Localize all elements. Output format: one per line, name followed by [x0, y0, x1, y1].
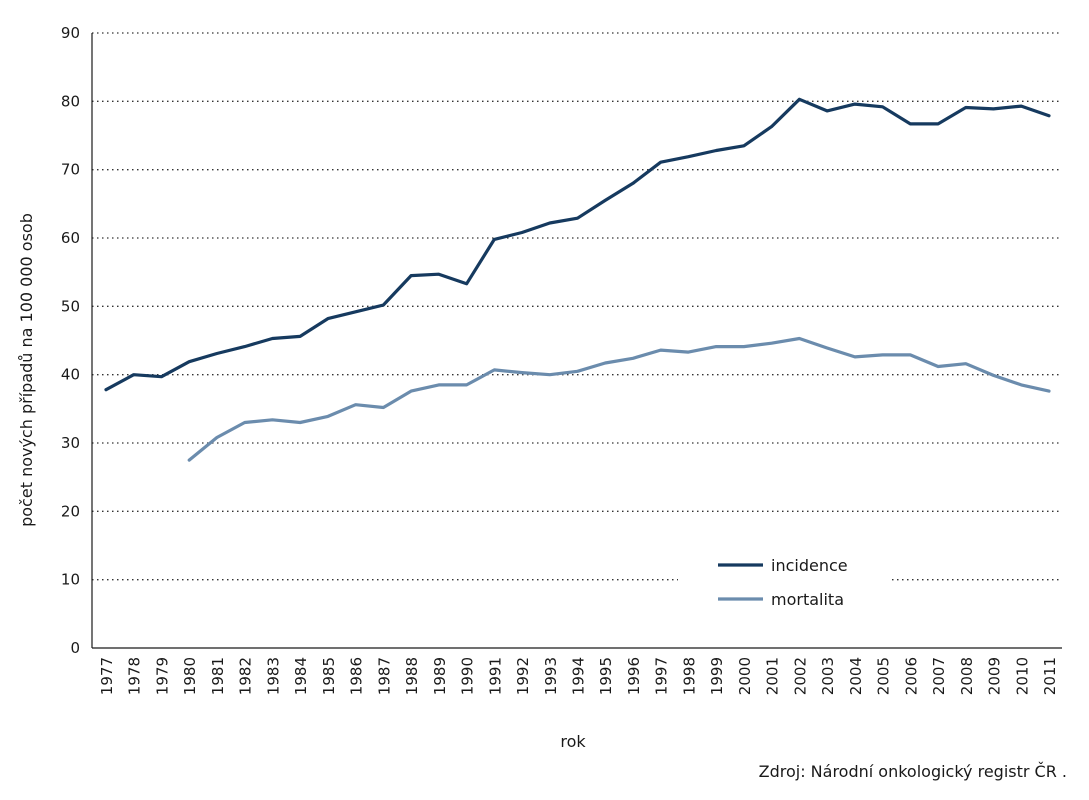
x-tick-label: 1985: [320, 657, 338, 695]
axes: [91, 33, 1062, 649]
legend: incidence mortalita: [678, 545, 890, 621]
x-tick-label: 1979: [153, 657, 171, 695]
x-tick-label: 1977: [98, 657, 116, 695]
legend-label-incidence: incidence: [771, 556, 848, 575]
x-tick-label: 1995: [597, 657, 615, 695]
x-tick-label: 1997: [653, 657, 671, 695]
x-axis-label: rok: [560, 732, 586, 751]
gridlines: [92, 32, 1062, 581]
x-tick-label: 1994: [570, 657, 588, 695]
series-line-incidence: [104, 97, 1051, 392]
x-tick-label: 1986: [348, 657, 366, 695]
x-tick-label: 2011: [1041, 657, 1059, 695]
x-tick-label: 2002: [791, 657, 809, 695]
legend-background: [678, 545, 890, 621]
x-tick-label: 1996: [625, 657, 643, 695]
x-tick-label: 1988: [403, 657, 421, 695]
x-tick-label: 2006: [902, 657, 920, 695]
y-tick-label: 90: [61, 24, 80, 42]
y-tick-label: 20: [61, 502, 80, 520]
x-tick-label: 1978: [126, 657, 144, 695]
x-tick-label: 1992: [514, 657, 532, 695]
x-tick-label: 2005: [875, 657, 893, 695]
x-tick-label: 1999: [708, 657, 726, 695]
y-tick-label: 10: [61, 571, 80, 589]
y-tick-label: 80: [61, 92, 80, 110]
x-tick-label: 1993: [542, 657, 560, 695]
series-lines: [104, 97, 1051, 462]
y-tick-label: 50: [61, 297, 80, 315]
x-tick-label: 1982: [237, 657, 255, 695]
x-tick-label: 1983: [264, 657, 282, 695]
x-tick-label: 2000: [736, 657, 754, 695]
x-tick-label: 1989: [431, 657, 449, 695]
x-tick-label: 2010: [1013, 657, 1031, 695]
source-note: Zdroj: Národní onkologický registr ČR .: [758, 762, 1067, 781]
y-tick-label: 70: [61, 161, 80, 179]
legend-label-mortalita: mortalita: [771, 590, 844, 609]
y-axis-label: počet nových případů na 100 000 osob: [17, 213, 36, 527]
y-tick-label: 60: [61, 229, 80, 247]
x-tick-label: 1980: [181, 657, 199, 695]
y-tick-labels: 0 10 20 30 40 50 60 70 80 90: [61, 24, 80, 657]
y-tick-label: 0: [70, 639, 80, 657]
x-tick-label: 1990: [459, 657, 477, 695]
x-tick-label: 2004: [847, 657, 865, 695]
x-tick-label: 2009: [986, 657, 1004, 695]
series-line-mortalita: [187, 336, 1051, 462]
x-tick-labels: 1977 1978 1979 1980 1981 1982 1983 1984 1985 1986…: [98, 657, 1059, 695]
x-tick-label: 2008: [958, 657, 976, 695]
x-tick-label: 1984: [292, 657, 310, 695]
y-tick-label: 30: [61, 434, 80, 452]
x-tick-label: 1991: [486, 657, 504, 695]
x-tick-label: 1987: [375, 657, 393, 695]
x-tick-label: 2003: [819, 657, 837, 695]
x-tick-label: 1981: [209, 657, 227, 695]
x-tick-label: 2007: [930, 657, 948, 695]
x-tick-label: 2001: [764, 657, 782, 695]
x-tick-label: 1998: [680, 657, 698, 695]
y-tick-label: 40: [61, 366, 80, 384]
